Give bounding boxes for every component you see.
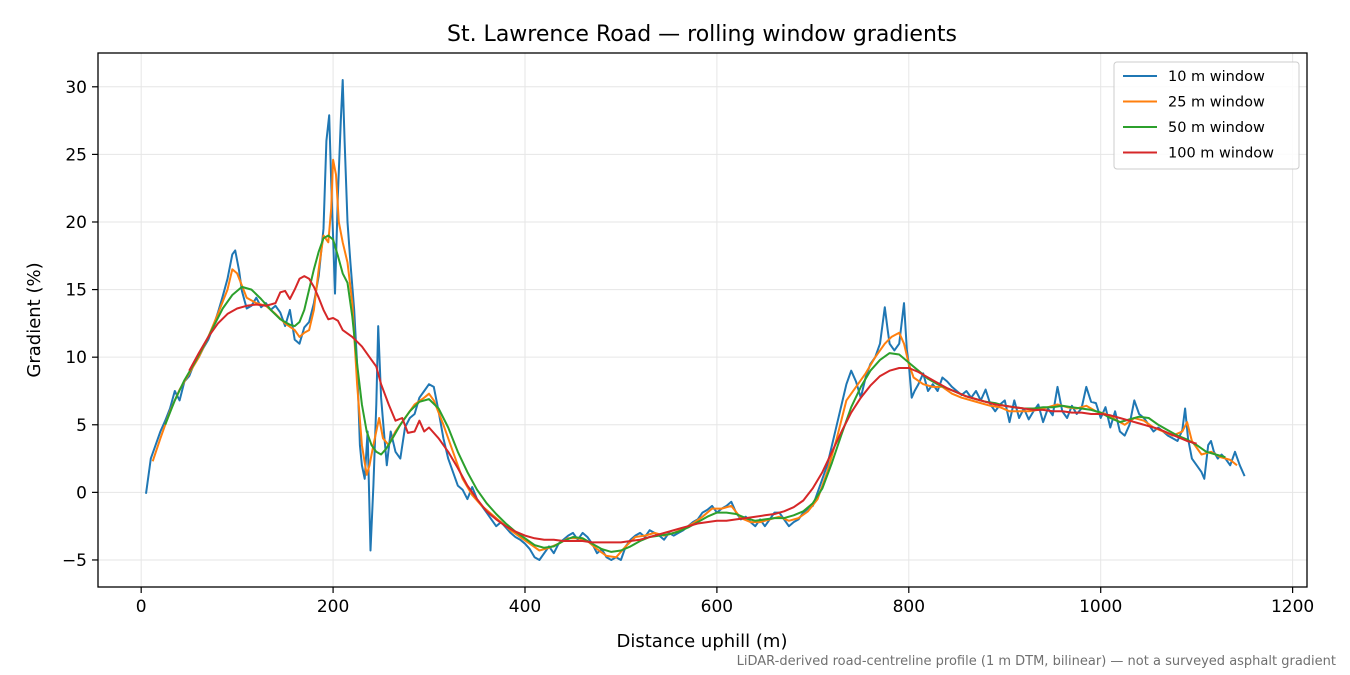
x-tick-label: 200 [317,597,349,617]
legend-label: 100 m window [1168,146,1274,162]
x-tick-label: 600 [701,597,733,617]
y-tick-label: 30 [65,78,87,98]
x-tick-label: 800 [893,597,925,617]
y-tick-label: 10 [65,348,87,368]
legend: 10 m window 25 m window 50 m window 100 m w… [1113,61,1300,170]
y-tick-label: 25 [65,145,87,165]
legend-box [1113,61,1300,170]
legend-label: 10 m window [1168,69,1265,85]
x-tick-label: 0 [136,597,147,617]
axis-ticks: 0 200 400 600 800 1000 1200 −5 0 5 10 15 20 25 30 [62,78,1314,617]
y-tick-label: 15 [65,281,87,301]
grid [98,53,1307,587]
y-axis-label: Gradient (%) [24,262,45,377]
y-tick-label: 5 [76,416,87,436]
y-tick-label: 20 [65,213,87,233]
plot-frame [97,52,1308,588]
chart-title: St. Lawrence Road — rolling window gradi… [447,22,957,47]
x-tick-label: 400 [509,597,541,617]
series-lines [145,79,1246,561]
y-tick-label: −5 [62,551,87,571]
x-axis-label: Distance uphill (m) [617,631,788,652]
y-tick-label: 0 [76,483,87,503]
footnote: LiDAR-derived road-centreline profile (1… [737,654,1336,669]
x-tick-label: 1000 [1079,597,1122,617]
x-tick-label: 1200 [1271,597,1314,617]
legend-label: 50 m window [1168,120,1265,136]
legend-label: 25 m window [1168,95,1265,111]
series-line-4 [188,275,1197,544]
